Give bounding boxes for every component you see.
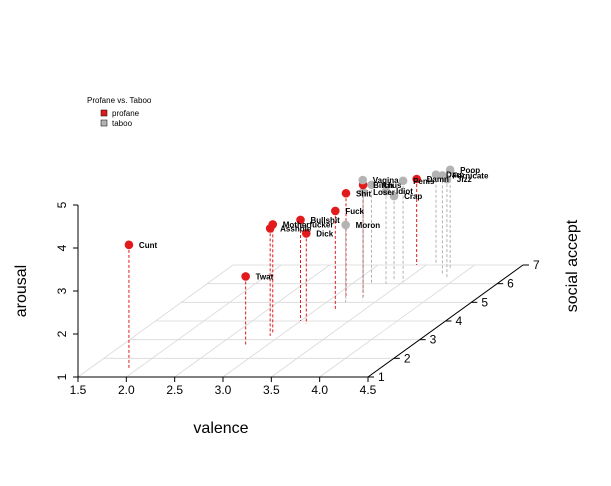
- z-tick-label: 1: [55, 373, 69, 380]
- floor-grid-line: [77, 264, 234, 378]
- legend: Profane vs. Taboo profane taboo: [87, 96, 152, 128]
- point-dick: [301, 229, 311, 238]
- point-label-fuck: Fuck: [345, 207, 364, 216]
- point-jizz: [442, 174, 452, 184]
- point-moron: [341, 220, 350, 230]
- point-label-idiot: Idiot: [396, 187, 413, 196]
- x-tick-label: 3.0: [215, 383, 232, 397]
- x-tick-label: 4.5: [360, 383, 377, 397]
- point-fuck: [331, 206, 340, 216]
- point-label-fornicate: Fornicate: [452, 171, 489, 180]
- x-tick-label: 2.0: [118, 383, 135, 397]
- points-layer: [124, 165, 455, 281]
- x-tick-label: 3.5: [263, 383, 280, 397]
- point-asshole: [265, 224, 275, 233]
- point-label-penis: Penis: [413, 177, 435, 186]
- point-label-vagina: Vagina: [373, 176, 399, 185]
- y-tick-label: 1: [378, 370, 385, 384]
- point-loser: [358, 187, 368, 197]
- point-anus: [367, 180, 376, 190]
- z-tick-label: 3: [55, 287, 69, 294]
- point-poop: [445, 165, 455, 175]
- legend-swatch-taboo: [100, 119, 108, 127]
- z-tick-label: 5: [55, 201, 69, 208]
- point-idiot: [381, 186, 391, 196]
- point-label-bitch: Bitch: [373, 181, 393, 190]
- point-label-anus: Anus: [382, 181, 403, 190]
- y-tick-label: 7: [533, 258, 540, 272]
- point-label-poop: Poop: [460, 166, 480, 175]
- point-crap: [389, 191, 399, 201]
- floor-grid-line: [271, 264, 427, 378]
- point-penis: [398, 176, 408, 186]
- legend-title: Profane vs. Taboo: [87, 96, 152, 105]
- y-tick-label: 3: [430, 333, 437, 347]
- point-label-crap: Crap: [404, 192, 422, 201]
- point-label-asshole: Asshole: [280, 224, 312, 233]
- point-label-loser: Loser: [373, 188, 395, 197]
- point-cunt: [124, 240, 134, 250]
- x-tick-label: 4.0: [311, 383, 328, 397]
- point-twat: [241, 272, 250, 281]
- point-label-moron: Moron: [356, 221, 381, 230]
- y-tick-label: 5: [481, 295, 488, 309]
- y-tick-label: 4: [456, 314, 463, 328]
- point-label-motherfucker: Motherfucker: [283, 220, 334, 229]
- point-darn: [431, 170, 441, 179]
- point-label-bullshit: Bullshit: [311, 216, 341, 225]
- point-shit: [341, 188, 351, 198]
- y-axis-title: social accept: [564, 219, 581, 312]
- point-label-twat: Twat: [256, 272, 274, 281]
- point-vagina: [358, 175, 368, 185]
- legend-swatch-profane: [100, 109, 108, 117]
- point-label-dick: Dick: [316, 230, 333, 239]
- point-damn: [412, 174, 421, 184]
- drop-lines: [128, 169, 451, 370]
- z-tick-label: 2: [55, 330, 69, 337]
- y-tick-label: 6: [507, 277, 514, 291]
- legend-label-profane: profane: [112, 109, 140, 118]
- point-label-darn: Darn: [446, 171, 464, 180]
- point-bullshit: [296, 215, 305, 225]
- z-tick-label: 4: [55, 244, 69, 251]
- y-tick-label: 2: [404, 351, 411, 365]
- point-label-damn: Damn: [427, 175, 449, 184]
- point-label-cunt: Cunt: [139, 241, 158, 250]
- floor-grid-line: [126, 264, 282, 378]
- point-label-jizz: Jizz: [457, 175, 472, 184]
- x-tick-label: 2.5: [166, 383, 183, 397]
- floor-grid-line: [174, 264, 330, 378]
- floor-grid-line: [319, 264, 475, 378]
- x-tick-label: 1.5: [70, 383, 87, 397]
- z-axis-title: arousal: [13, 265, 30, 317]
- legend-label-taboo: taboo: [112, 119, 133, 128]
- point-label-shit: Shit: [356, 189, 371, 198]
- x-axis-title: valence: [193, 420, 248, 437]
